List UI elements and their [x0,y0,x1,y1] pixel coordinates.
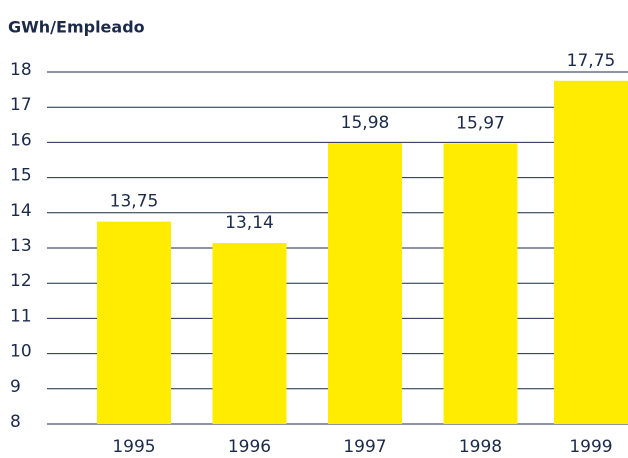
y-tick-label: 12 [10,271,32,291]
x-tick-label: 1995 [112,437,155,457]
y-tick-label: 10 [10,342,32,362]
bar [443,143,518,424]
y-tick-label: 18 [10,60,32,80]
x-tick-label: 1998 [459,437,502,457]
value-label: 17,75 [567,51,616,71]
y-tick-label: 11 [10,306,32,326]
bar [554,80,628,425]
x-tick-label: 1999 [569,437,612,457]
bar [328,143,402,424]
y-tick-label: 14 [10,201,32,221]
value-label: 15,98 [341,113,390,133]
value-label: 15,97 [456,113,505,133]
y-tick-label: 13 [10,236,32,256]
y-tick-label: 17 [10,95,32,115]
y-tick-label: 9 [10,377,21,397]
value-label: 13,14 [225,213,274,233]
chart-title: GWh/Empleado [8,18,145,37]
y-tick-label: 8 [10,412,21,432]
x-tick-label: 1997 [343,437,386,457]
x-tick-label: 1996 [228,437,271,457]
value-label: 13,75 [110,192,159,212]
y-tick-label: 16 [10,130,32,150]
bar [97,221,171,424]
y-tick-label: 15 [10,166,32,186]
bar [212,243,287,424]
